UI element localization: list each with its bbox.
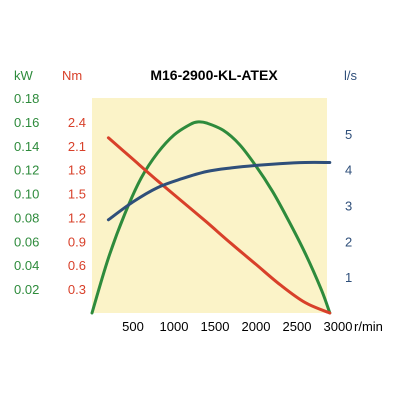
power-tick-label: 0.08 [14, 210, 39, 225]
torque-tick-label: 1.5 [68, 187, 86, 202]
x-tick-label: 1000 [160, 319, 189, 334]
torque-tick-label: 0.3 [68, 282, 86, 297]
power-tick-label: 0.18 [14, 91, 39, 106]
power-tick-label: 0.16 [14, 115, 39, 130]
flow-tick-label: 2 [345, 234, 352, 249]
power-tick-label: 0.10 [14, 187, 39, 202]
torque-tick-label: 0.6 [68, 258, 86, 273]
x-tick-label: 2000 [242, 319, 271, 334]
torque-tick-label: 0.9 [68, 234, 86, 249]
x-tick-label: 3000 [324, 319, 353, 334]
x-tick-label: 1500 [201, 319, 230, 334]
torque-tick-label: 2.4 [68, 115, 86, 130]
x-tick-label: 500 [122, 319, 144, 334]
power-tick-label: 0.12 [14, 163, 39, 178]
power-series-line [90, 120, 332, 315]
flow-tick-label: 3 [345, 199, 352, 214]
power-tick-label: 0.06 [14, 234, 39, 249]
power-tick-label: 0.04 [14, 258, 39, 273]
plot-area [92, 98, 327, 313]
torque-axis-unit: Nm [62, 68, 82, 83]
chart-title: M16-2900-KL-ATEX [150, 67, 278, 83]
power-tick-label: 0.02 [14, 282, 39, 297]
flow-axis-unit: l/s [344, 68, 358, 83]
torque-tick-label: 1.2 [68, 210, 86, 225]
power-tick-label: 0.14 [14, 139, 39, 154]
x-axis-label: r/min [354, 319, 383, 334]
flow-tick-label: 4 [345, 163, 352, 178]
flow-series-line [106, 160, 332, 222]
x-tick-label: 2500 [283, 319, 312, 334]
power-axis-unit: kW [14, 68, 34, 83]
flow-tick-label: 5 [345, 127, 352, 142]
torque-tick-label: 2.1 [68, 139, 86, 154]
flow-tick-label: 1 [345, 270, 352, 285]
torque-series-line [106, 136, 332, 315]
torque-tick-label: 1.8 [68, 163, 86, 178]
